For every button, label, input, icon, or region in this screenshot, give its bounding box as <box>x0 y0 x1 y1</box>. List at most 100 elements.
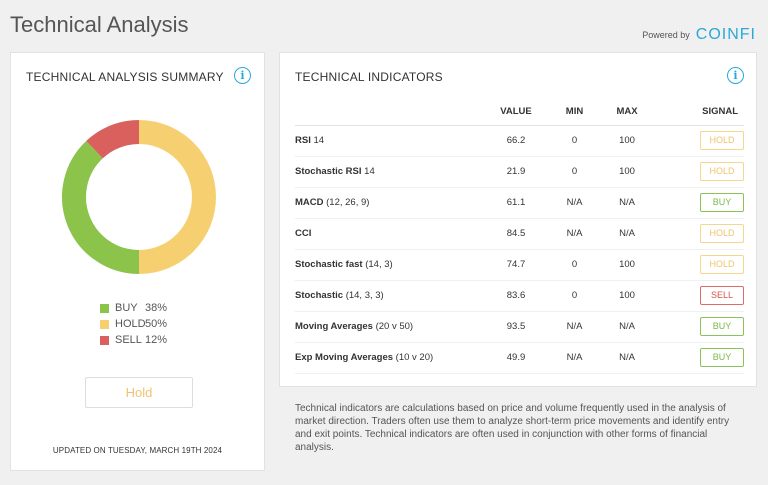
indicator-name: Stochastic fast (14, 3) <box>295 249 485 281</box>
indicator-signal-cell: HOLD <box>652 125 744 157</box>
updated-timestamp: UPDATED ON TUESDAY, MARCH 19TH 2024 <box>52 446 223 455</box>
indicator-name: RSI 14 <box>295 125 485 157</box>
indicator-min: N/A <box>547 218 602 250</box>
indicator-max: N/A <box>602 218 652 250</box>
signal-badge-buy[interactable]: BUY <box>700 348 744 367</box>
signal-badge-hold[interactable]: HOLD <box>700 162 744 181</box>
indicator-label: RSI <box>295 135 311 146</box>
signal-badge-buy[interactable]: BUY <box>700 317 744 336</box>
indicator-params: (10 v 20) <box>395 352 434 363</box>
donut-slice-buy <box>62 140 140 274</box>
table-row: CCI 84.5 N/A N/A HOLD <box>295 218 744 250</box>
column-header-value: VALUE <box>485 99 547 126</box>
indicator-signal-cell: BUY <box>652 187 744 219</box>
donut-slice-hold <box>138 120 216 274</box>
legend-label: HOLD <box>115 318 146 330</box>
indicator-name: Moving Averages (20 v 50) <box>295 311 485 343</box>
indicator-label: Stochastic fast <box>295 259 363 270</box>
legend-swatch-sell <box>100 335 109 345</box>
table-row: Moving Averages (20 v 50) 93.5 N/A N/A BUY <box>295 311 744 343</box>
indicator-label: Stochastic RSI <box>295 166 362 177</box>
indicator-value: 21.9 <box>485 156 547 188</box>
indicator-value: 83.6 <box>485 280 547 312</box>
indicator-params: 14 <box>313 135 325 146</box>
indicator-max: 100 <box>602 156 652 188</box>
legend-swatch-buy <box>100 303 109 313</box>
indicator-label: Exp Moving Averages <box>295 352 394 363</box>
summary-donut-chart <box>59 117 219 277</box>
signal-badge-buy[interactable]: BUY <box>700 193 744 212</box>
indicator-params: (14, 3) <box>365 259 393 270</box>
column-header-signal: SIGNAL <box>652 99 744 126</box>
signal-badge-sell[interactable]: SELL <box>700 286 744 305</box>
powered-by: Powered by COINFI <box>642 26 756 44</box>
table-row: Stochastic (14, 3, 3) 83.6 0 100 SELL <box>295 280 744 312</box>
signal-badge-hold[interactable]: HOLD <box>700 131 744 150</box>
legend-value: 50% <box>145 318 168 330</box>
indicator-min: N/A <box>547 342 602 374</box>
indicator-name: Stochastic (14, 3, 3) <box>295 280 485 312</box>
indicator-max: N/A <box>602 187 652 219</box>
table-row: MACD (12, 26, 9) 61.1 N/A N/A BUY <box>295 187 744 219</box>
legend-item-sell: SELL 12% <box>100 332 167 348</box>
indicator-min: 0 <box>547 156 602 188</box>
signal-badge-hold[interactable]: HOLD <box>700 255 744 274</box>
signal-badge-hold[interactable]: HOLD <box>700 224 744 243</box>
legend-value: 38% <box>145 302 168 314</box>
indicator-params: (12, 26, 9) <box>326 197 370 208</box>
column-header-min: MIN <box>547 99 602 126</box>
coinfi-logo[interactable]: COINFI <box>695 26 756 43</box>
indicator-max: 100 <box>602 280 652 312</box>
indicator-value: 66.2 <box>485 125 547 157</box>
indicator-signal-cell: SELL <box>652 280 744 312</box>
summary-card: TECHNICAL ANALYSIS SUMMARY i BUY 38% HOL… <box>10 52 265 471</box>
indicators-title: TECHNICAL INDICATORS <box>295 70 443 84</box>
column-header-name <box>295 99 485 126</box>
indicator-value: 61.1 <box>485 187 547 219</box>
indicator-params: (14, 3, 3) <box>345 290 384 301</box>
indicator-signal-cell: HOLD <box>652 218 744 250</box>
legend-label: BUY <box>115 302 138 314</box>
indicator-min: 0 <box>547 249 602 281</box>
indicator-max: 100 <box>602 249 652 281</box>
info-icon[interactable]: i <box>234 67 251 84</box>
indicator-label: Moving Averages <box>295 321 373 332</box>
legend-value: 12% <box>145 334 168 346</box>
table-header-row: VALUE MIN MAX SIGNAL <box>295 99 744 126</box>
indicator-max: N/A <box>602 311 652 343</box>
indicator-label: CCI <box>295 228 312 239</box>
indicator-name: Exp Moving Averages (10 v 20) <box>295 342 485 374</box>
indicator-name: Stochastic RSI 14 <box>295 156 485 188</box>
donut-slice-sell <box>86 120 140 159</box>
indicators-table: VALUE MIN MAX SIGNAL RSI 14 66.2 0 100 HOLD S… <box>295 99 744 374</box>
indicator-max: N/A <box>602 342 652 374</box>
indicator-params: (20 v 50) <box>375 321 414 332</box>
indicators-card: TECHNICAL INDICATORS i VALUE MIN MAX SIG… <box>279 52 757 387</box>
table-row: Exp Moving Averages (10 v 20) 49.9 N/A N/A B… <box>295 342 744 374</box>
indicator-signal-cell: HOLD <box>652 249 744 281</box>
indicator-min: N/A <box>547 187 602 219</box>
summary-legend: BUY 38% HOLD 50% SELL 12% <box>100 300 167 348</box>
indicator-signal-cell: BUY <box>652 342 744 374</box>
indicator-label: MACD <box>295 197 324 208</box>
indicator-value: 74.7 <box>485 249 547 281</box>
indicator-signal-cell: HOLD <box>652 156 744 188</box>
summary-title: TECHNICAL ANALYSIS SUMMARY <box>26 70 224 84</box>
powered-by-label: Powered by <box>642 30 690 40</box>
indicator-min: 0 <box>547 125 602 157</box>
table-row: Stochastic RSI 14 21.9 0 100 HOLD <box>295 156 744 188</box>
legend-label: SELL <box>115 334 142 346</box>
indicator-params: 14 <box>364 166 375 177</box>
column-header-max: MAX <box>602 99 652 126</box>
legend-item-buy: BUY 38% <box>100 300 167 316</box>
legend-swatch-hold <box>100 319 109 329</box>
indicator-value: 49.9 <box>485 342 547 374</box>
verdict-hold-button[interactable]: Hold <box>85 377 193 408</box>
indicator-min: N/A <box>547 311 602 343</box>
indicator-max: 100 <box>602 125 652 157</box>
indicator-name: CCI <box>295 218 485 250</box>
page-title: Technical Analysis <box>10 12 189 37</box>
indicators-description: Technical indicators are calculations ba… <box>295 403 730 453</box>
indicator-min: 0 <box>547 280 602 312</box>
info-icon[interactable]: i <box>727 67 744 84</box>
